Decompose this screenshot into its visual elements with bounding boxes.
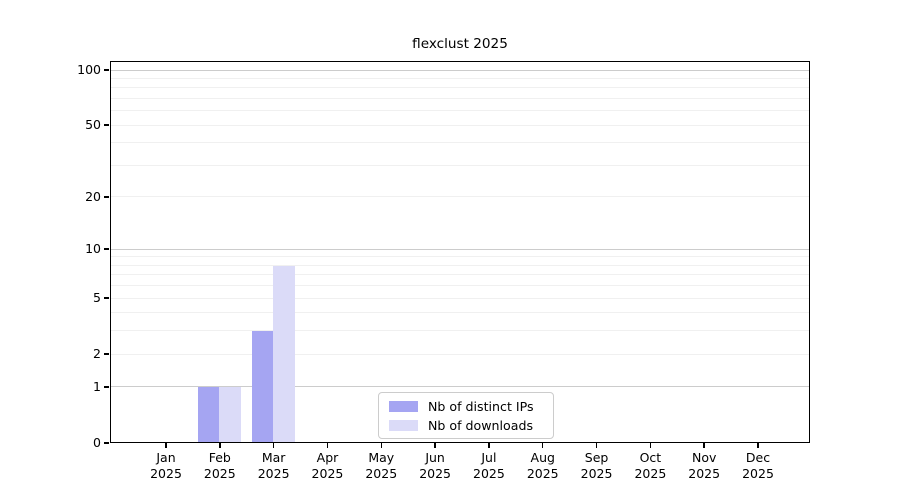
y-tick-10 <box>104 248 109 250</box>
gridline-minor-70 <box>111 97 809 99</box>
gridline-minor-30 <box>111 164 809 166</box>
y-tick-20 <box>104 196 109 198</box>
y-tick-label-1: 1 <box>93 378 101 394</box>
gridline-minor-8 <box>111 264 809 266</box>
gridline-minor-20 <box>111 196 809 198</box>
x-tick-oct <box>649 443 652 448</box>
x-tick-label-dec: Dec 2025 <box>742 450 774 481</box>
y-tick-label-0: 0 <box>93 435 101 450</box>
x-tick-jul <box>488 443 490 448</box>
bar-nb-of-downloads-mar <box>273 265 295 442</box>
y-tick-label-10: 10 <box>85 241 101 257</box>
y-tick-label-2: 2 <box>93 346 101 362</box>
x-tick-label-nov: Nov 2025 <box>688 450 721 481</box>
y-tick-5 <box>104 297 109 299</box>
x-tick-label-sep: Sep 2025 <box>580 450 613 481</box>
x-tick-label-jul: Jul 2025 <box>473 450 505 481</box>
x-tick-dec <box>757 443 759 448</box>
y-tick-label-20: 20 <box>85 188 101 204</box>
bar-nb-of-downloads-feb <box>219 387 241 442</box>
x-tick-label-aug: Aug 2025 <box>526 450 559 481</box>
y-tick-1 <box>104 386 109 388</box>
x-tick-label-oct: Oct 2025 <box>634 450 667 481</box>
legend-label-downloads: Nb of downloads <box>428 417 534 433</box>
gridline-minor-2 <box>111 353 809 355</box>
x-tick-feb <box>219 443 221 448</box>
legend-entry-downloads: Nb of downloads <box>389 418 553 433</box>
gridline-minor-6 <box>111 285 809 287</box>
legend-swatch-distinct-ips <box>389 400 418 412</box>
gridline-minor-4 <box>111 312 809 314</box>
x-tick-jan <box>165 443 167 448</box>
gridline-minor-90 <box>111 77 809 79</box>
y-tick-50 <box>104 124 109 126</box>
bar-nb-of-distinct-ips-mar <box>251 331 274 442</box>
gridline-minor-50 <box>111 124 809 126</box>
x-tick-label-jun: Jun 2025 <box>419 450 451 481</box>
gridline-minor-60 <box>111 110 809 112</box>
y-tick-100 <box>104 69 109 71</box>
gridline-minor-80 <box>111 87 809 89</box>
gridline-minor-5 <box>111 297 809 299</box>
x-tick-jun <box>434 443 436 448</box>
y-tick-label-5: 5 <box>93 290 101 306</box>
y-tick-2 <box>104 353 109 355</box>
x-tick-label-apr: Apr 2025 <box>311 450 344 481</box>
x-tick-mar <box>272 443 275 448</box>
x-tick-nov <box>703 443 705 448</box>
x-tick-apr <box>326 443 329 448</box>
x-tick-sep <box>595 443 598 448</box>
gridline-minor-7 <box>111 274 809 276</box>
x-tick-label-may: May 2025 <box>365 450 398 481</box>
y-tick-label-100: 100 <box>77 62 101 77</box>
x-tick-label-feb: Feb 2025 <box>203 450 236 481</box>
gridline-minor-40 <box>111 142 809 144</box>
y-tick-0 <box>104 442 109 444</box>
x-tick-label-jan: Jan 2025 <box>150 450 182 481</box>
legend: Nb of distinct IPs Nb of downloads <box>378 392 554 439</box>
plot-area <box>110 61 810 443</box>
legend-label-distinct-ips: Nb of distinct IPs <box>428 398 534 414</box>
chart-title: flexclust 2025 <box>412 36 508 52</box>
bar-nb-of-distinct-ips-feb <box>197 387 220 442</box>
gridline-major-1 <box>111 386 809 388</box>
x-tick-may <box>380 443 383 448</box>
x-tick-aug <box>541 443 544 448</box>
legend-swatch-downloads <box>389 419 418 431</box>
gridline-major-10 <box>111 248 809 250</box>
x-tick-label-mar: Mar 2025 <box>257 450 290 481</box>
gridline-minor-3 <box>111 330 809 332</box>
gridline-major-100 <box>111 69 809 71</box>
y-tick-label-50: 50 <box>85 117 101 133</box>
legend-entry-distinct-ips: Nb of distinct IPs <box>389 399 553 414</box>
gridline-minor-9 <box>111 256 809 258</box>
